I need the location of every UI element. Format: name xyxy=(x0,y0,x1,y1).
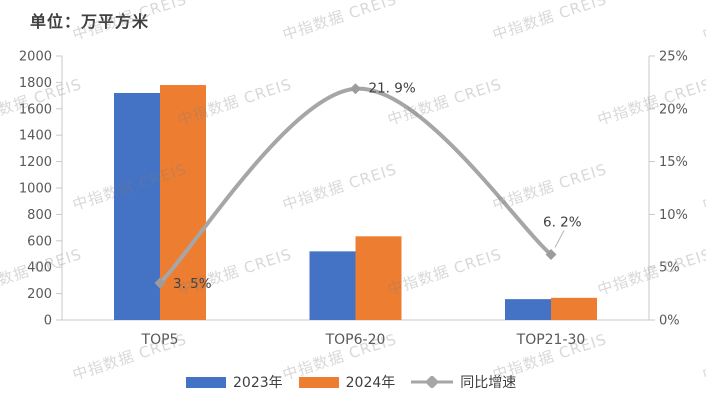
chart-title: 单位：万平方米 xyxy=(30,12,150,31)
right-axis-tick-label: 25% xyxy=(659,50,688,65)
left-axis-tick-label: 1600 xyxy=(19,102,52,117)
right-axis-tick-label: 15% xyxy=(659,155,688,170)
legend-item-growth: 同比增速 xyxy=(411,372,516,392)
x-axis-category-label: TOP5 xyxy=(141,332,179,348)
x-axis-category-label: TOP6-20 xyxy=(325,332,386,348)
legend-item-2024: 2024年 xyxy=(298,372,396,392)
growth-marker-top6-20 xyxy=(350,83,361,95)
left-axis-tick-label: 1800 xyxy=(19,76,52,91)
legend-item-2023: 2023年 xyxy=(186,372,283,392)
bar-top21-30-2023年 xyxy=(505,299,551,320)
left-axis-tick-label: 600 xyxy=(27,234,52,249)
bar-top6-20-2023年 xyxy=(309,251,356,320)
bar-top5-2024年 xyxy=(160,85,206,320)
line-marker-icon xyxy=(411,376,454,388)
legend-label-growth: 同比增速 xyxy=(460,375,517,391)
legend-label-2023: 2023年 xyxy=(233,375,283,391)
left-axis-tick-label: 200 xyxy=(27,287,52,302)
left-axis-tick-label: 800 xyxy=(27,208,52,223)
bar-top6-20-2024年 xyxy=(355,236,402,320)
right-axis-tick-label: 20% xyxy=(659,102,688,117)
right-axis-tick-label: 0% xyxy=(659,314,680,329)
legend: 2023年 2024年 同比增速 xyxy=(186,372,516,392)
left-axis-tick-label: 0 xyxy=(44,314,52,329)
x-axis-category-label: TOP21-30 xyxy=(516,332,586,348)
growth-marker-top5 xyxy=(154,277,166,289)
bar-top21-30-2024年 xyxy=(551,297,597,320)
left-axis-tick-label: 1000 xyxy=(19,182,52,197)
left-axis-tick-label: 1400 xyxy=(19,129,52,144)
right-axis-tick-label: 5% xyxy=(659,261,680,276)
growth-point-label: 6. 2% xyxy=(543,215,582,231)
right-axis-tick-label: 10% xyxy=(659,208,688,223)
growth-point-label: 21. 9% xyxy=(369,81,416,97)
left-axis-tick-label: 2000 xyxy=(19,50,52,65)
growth-marker-top21-30 xyxy=(545,249,557,261)
legend-swatch-2024-icon xyxy=(298,376,339,388)
left-axis-tick-label: 1200 xyxy=(19,155,52,170)
bar-top5-2023年 xyxy=(114,92,160,321)
growth-point-label: 3. 5% xyxy=(173,276,212,292)
left-axis-tick-label: 400 xyxy=(27,261,52,276)
legend-swatch-2023-icon xyxy=(186,376,226,388)
legend-label-2024: 2024年 xyxy=(345,375,396,391)
growth-label-leader-line xyxy=(554,230,565,248)
